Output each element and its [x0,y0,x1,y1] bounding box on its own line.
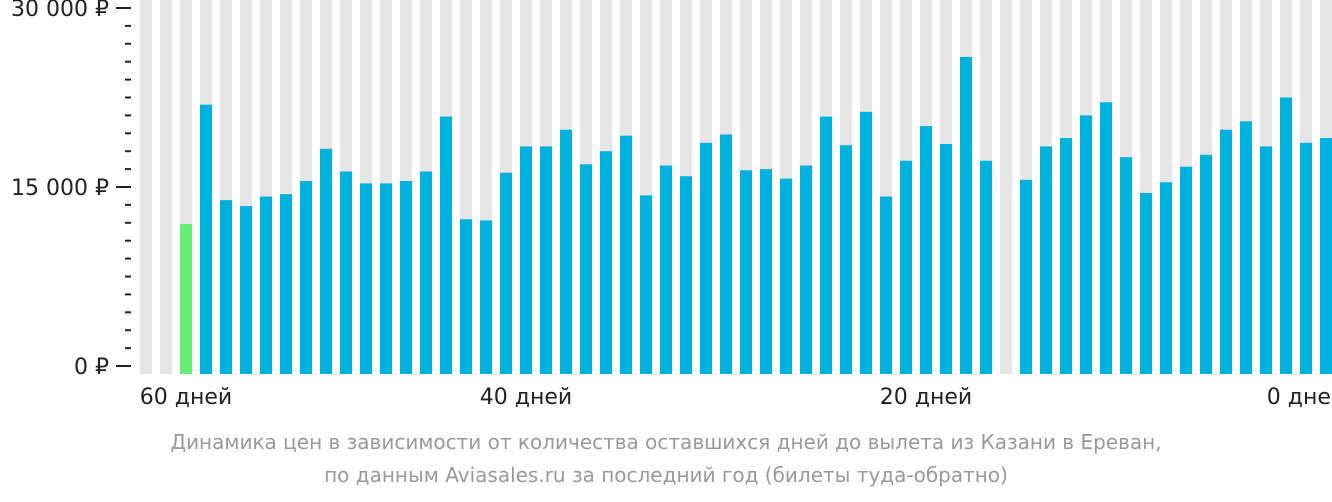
price-bar [220,200,232,374]
x-tick-label: 20 дней [880,385,972,410]
y-tick-label: 0 ₽ [74,355,109,380]
price-bar [1080,115,1092,375]
highlight-bar [180,223,192,374]
price-bar [640,195,652,374]
price-bar [1300,142,1312,374]
price-bar [1180,166,1192,374]
price-bar [660,165,672,374]
price-bar [1280,97,1292,374]
price-bar [1160,182,1172,374]
price-bar [580,164,592,374]
price-bar [820,116,832,375]
price-bar [1060,138,1072,374]
price-bar [420,171,432,374]
price-bar [280,194,292,374]
price-bar [1100,102,1112,375]
background-column [1000,0,1012,374]
price-bar [720,134,732,374]
price-bar [360,183,372,374]
price-bar [860,111,872,374]
price-bar [500,172,512,374]
chart-caption-line-1: Динамика цен в зависимости от количества… [170,430,1162,454]
price-bar [1320,138,1332,374]
price-bar [340,171,352,374]
price-bar [740,170,752,374]
price-bar [760,169,772,374]
price-bar [240,206,252,374]
price-bar [400,181,412,374]
price-bar [620,135,632,374]
price-bar [1020,179,1032,374]
price-bar [1120,157,1132,374]
price-bar [480,220,492,374]
x-tick-label: 0 дней [1267,385,1332,410]
price-bar [980,160,992,374]
price-bar [900,160,912,374]
price-bar [460,219,472,374]
price-bar [920,126,932,374]
background-column [160,0,172,374]
price-bar [260,196,272,374]
y-tick-label: 30 000 ₽ [11,0,109,22]
price-bar [800,165,812,374]
price-bar [380,183,392,374]
y-tick-label: 15 000 ₽ [11,176,109,201]
chart-caption-line-2: по данным Aviasales.ru за последний год … [324,463,1008,487]
price-bar [200,104,212,374]
price-bar [780,178,792,374]
price-bar [1040,146,1052,374]
x-tick-label: 40 дней [480,385,572,410]
price-bar [300,181,312,374]
price-bar [840,145,852,374]
price-bar [1200,154,1212,374]
price-bar [1240,121,1252,374]
price-bar [880,196,892,374]
price-bar [440,116,452,375]
price-bar [1220,129,1232,374]
price-bar [520,146,532,374]
price-bar [940,144,952,374]
price-bar [680,176,692,374]
price-bar [560,129,572,374]
price-bar [1140,192,1152,374]
price-bar [540,146,552,374]
background-column [140,0,152,374]
price-bar [320,148,332,374]
price-bar [1260,146,1272,374]
price-bar [960,56,972,374]
x-tick-label: 60 дней [140,385,232,410]
price-bar [600,151,612,374]
price-bar [700,142,712,374]
